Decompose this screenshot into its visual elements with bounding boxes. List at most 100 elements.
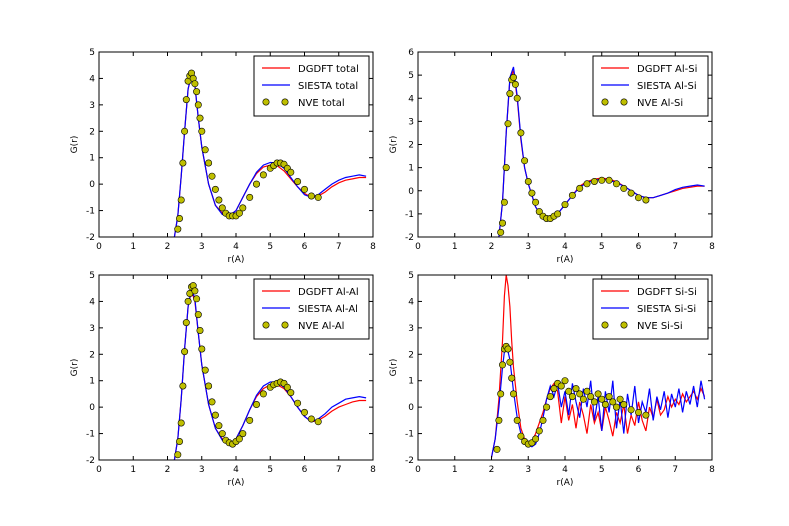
x-tick-label: 0 — [96, 242, 102, 252]
data-point — [194, 101, 202, 109]
x-tick-label: 6 — [302, 242, 308, 252]
y-axis-label: G(r) — [389, 359, 399, 377]
data-point — [246, 193, 254, 201]
x-tick-label: 5 — [267, 465, 273, 475]
data-point — [642, 196, 650, 204]
data-point — [196, 326, 204, 334]
data-point — [612, 403, 620, 411]
x-tick-label: 2 — [165, 465, 171, 475]
data-point — [557, 382, 565, 390]
data-point — [181, 348, 189, 356]
data-point — [521, 157, 529, 165]
data-point — [176, 437, 184, 445]
legend: DGDFT total SIESTA total NVE total — [253, 55, 370, 117]
data-point — [561, 201, 569, 209]
data-point — [495, 416, 503, 424]
data-point — [181, 127, 189, 135]
data-point — [246, 416, 254, 424]
data-point — [539, 416, 547, 424]
legend-marker-swatch — [620, 321, 628, 329]
data-point — [561, 377, 569, 385]
x-tick-label: 8 — [709, 242, 715, 252]
data-point — [528, 189, 536, 197]
data-point — [532, 435, 540, 443]
y-tick-label: -2 — [86, 456, 95, 466]
data-point — [205, 159, 213, 167]
legend-label: NVE Si-Si — [637, 321, 683, 332]
y-tick-label: 3 — [89, 324, 95, 334]
y-tick-label: -1 — [86, 207, 95, 217]
legend-label: NVE total — [298, 98, 345, 109]
y-tick-label: 5 — [408, 271, 414, 281]
data-point — [215, 196, 223, 204]
legend-marker-swatch — [620, 98, 628, 106]
data-point — [193, 295, 201, 303]
data-point — [590, 398, 598, 406]
y-axis-label: G(r) — [389, 136, 399, 154]
data-point — [287, 168, 295, 176]
data-point — [193, 88, 201, 96]
data-point — [504, 345, 512, 353]
data-point — [572, 385, 580, 393]
y-tick-label: 5 — [408, 71, 414, 81]
data-point — [508, 374, 516, 382]
y-tick-label: -2 — [405, 456, 414, 466]
y-tick-label: 5 — [89, 271, 95, 281]
legend-box — [592, 278, 709, 340]
y-tick-label: 2 — [89, 127, 95, 137]
data-point — [594, 390, 602, 398]
data-point — [627, 189, 635, 197]
data-point — [191, 80, 199, 88]
data-point — [524, 178, 532, 186]
y-tick-label: -1 — [86, 430, 95, 440]
y-tick-label: 6 — [408, 48, 414, 58]
x-tick-label: 1 — [130, 242, 136, 252]
data-point — [314, 418, 322, 426]
subplot-4: 0 1 2 3 4 5 6 7 8 -2 -1 0 1 2 3 4 5 r(A) G(r) DGDFT Si-Si SI… — [389, 271, 715, 488]
data-point — [208, 172, 216, 180]
y-tick-label: 0 — [408, 403, 414, 413]
data-point — [497, 228, 505, 236]
legend-marker-swatch — [262, 98, 270, 106]
y-tick-label: 5 — [89, 48, 95, 58]
x-tick-label: 4 — [562, 242, 568, 252]
legend-label: SIESTA Al-Al — [298, 304, 358, 315]
y-tick-label: 4 — [89, 74, 95, 84]
data-point — [176, 215, 184, 223]
data-point — [201, 146, 209, 154]
y-tick-label: 1 — [89, 377, 95, 387]
legend: DGDFT Al-Al SIESTA Al-Al NVE Al-Al — [253, 278, 370, 340]
data-point — [576, 390, 584, 398]
legend-marker-swatch — [262, 321, 270, 329]
data-point — [511, 80, 519, 88]
x-tick-label: 4 — [233, 465, 239, 475]
x-tick-label: 6 — [636, 242, 642, 252]
x-axis-label: r(A) — [557, 478, 574, 488]
x-tick-label: 7 — [336, 242, 342, 252]
data-point — [568, 393, 576, 401]
data-point — [506, 90, 514, 98]
legend: DGDFT Al-Si SIESTA Al-Si NVE Al-Si — [592, 55, 709, 117]
data-point — [612, 180, 620, 188]
data-point — [590, 178, 598, 186]
y-tick-label: -1 — [405, 210, 414, 220]
data-point — [215, 422, 223, 430]
data-point — [504, 120, 512, 128]
data-point — [517, 129, 525, 137]
data-point — [177, 419, 185, 427]
data-point — [198, 127, 206, 135]
data-point — [546, 393, 554, 401]
y-tick-label: 1 — [408, 377, 414, 387]
x-tick-label: 0 — [415, 465, 421, 475]
data-point — [601, 400, 609, 408]
series-line-dgdft-si-si — [490, 275, 706, 458]
data-point — [211, 411, 219, 419]
x-tick-label: 1 — [452, 242, 458, 252]
data-point — [174, 225, 182, 233]
legend: DGDFT Si-Si SIESTA Si-Si NVE Si-Si — [592, 278, 709, 340]
data-point — [620, 184, 628, 192]
y-axis-label: G(r) — [70, 359, 80, 377]
subplot-2: 0 1 2 3 4 5 6 7 8 -2 -1 0 1 2 3 4 5 6 r(A) G(r) DGDFT Al-Si S… — [389, 48, 715, 265]
x-tick-label: 8 — [709, 465, 715, 475]
